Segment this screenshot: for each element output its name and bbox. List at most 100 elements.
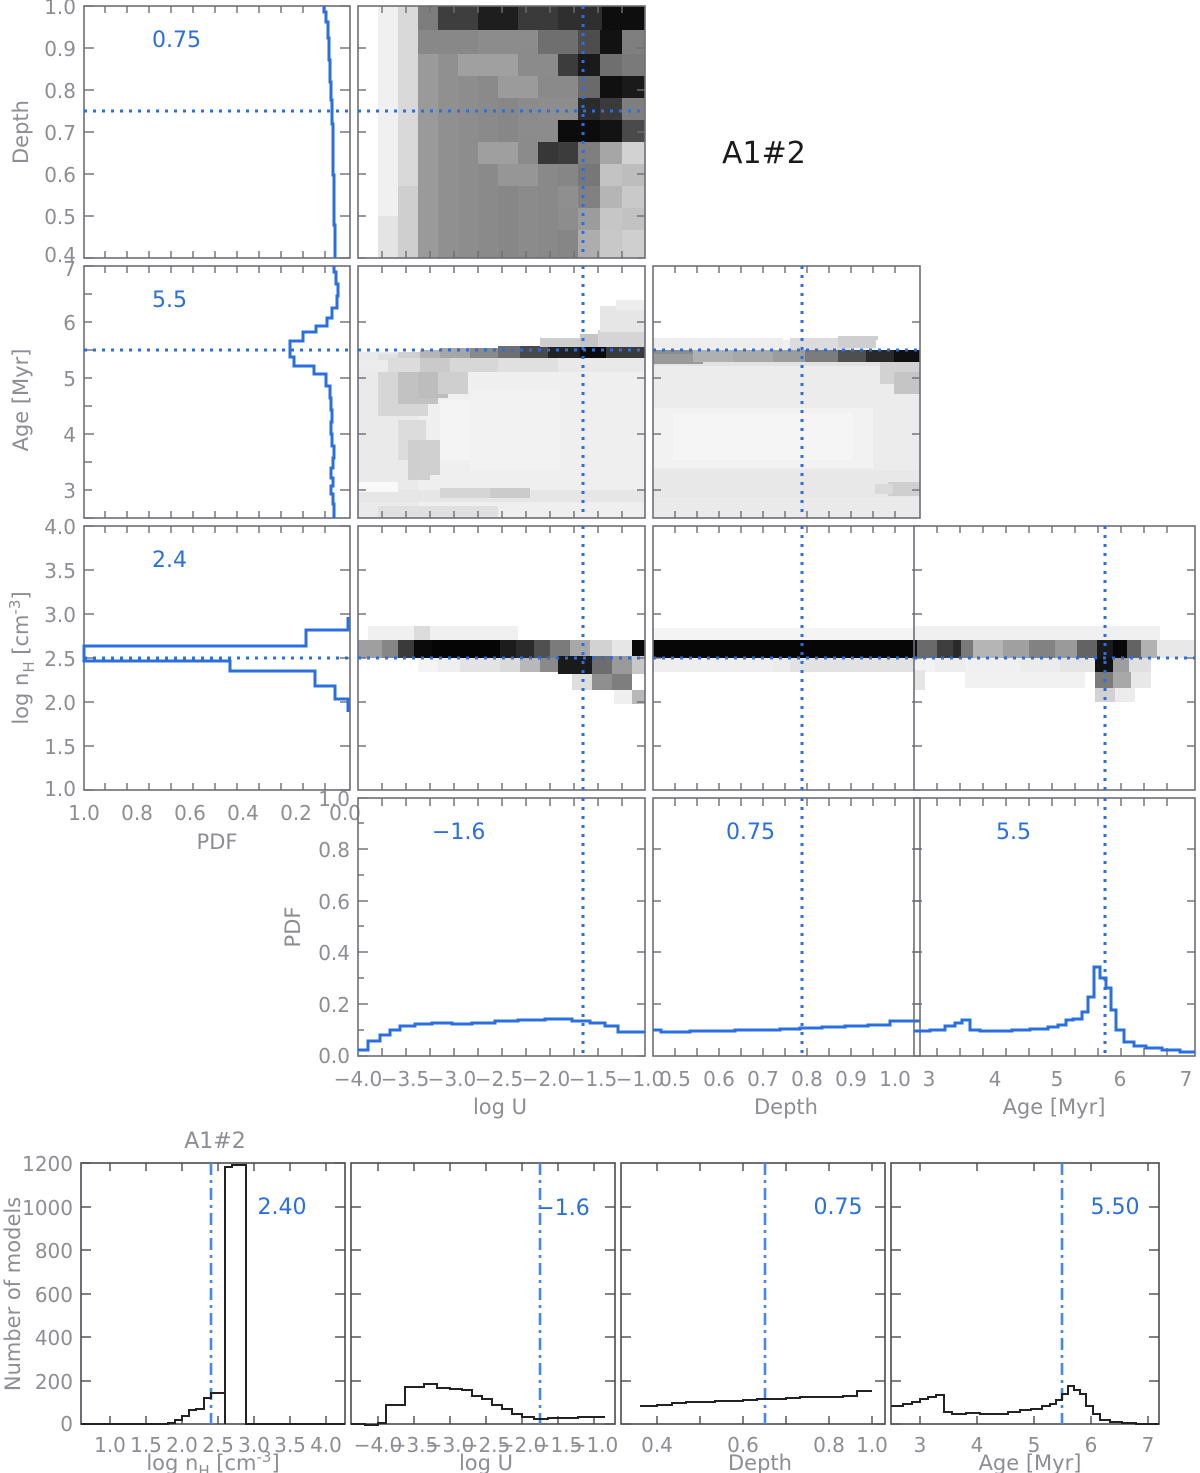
tick-depthh-1p0: 1.0 <box>856 1433 888 1457</box>
tick-logu-m1p0: −1.0 <box>616 1067 665 1091</box>
panel-depth-vs-logu-map <box>357 5 646 259</box>
tick-loguh-m1p5: −1.5 <box>534 1433 583 1457</box>
tick-logn-1p0: 1.0 <box>44 777 76 801</box>
tick-nm-200: 200 <box>35 1370 73 1394</box>
hist-depth <box>640 1390 872 1407</box>
best-fit-logu: −1.6 <box>432 820 485 845</box>
tick-lognh-2p5: 2.5 <box>202 1433 234 1457</box>
tick-pdfrow-0p6: 0.6 <box>318 890 350 914</box>
axis-label-logu-hist: log U <box>459 1451 513 1473</box>
curve-depth-pdf <box>322 6 337 258</box>
axis-label-lognh-hist: log nH [cm-3] <box>146 1448 279 1473</box>
axis-label-depth-row4: Depth <box>754 1095 818 1119</box>
tick-pdf-0p8: 0.8 <box>121 801 153 825</box>
tick-depth4-0p8: 0.8 <box>791 1067 823 1091</box>
tick-nm-600: 600 <box>35 1283 73 1307</box>
tick-age4-6: 6 <box>1114 1067 1127 1091</box>
tick-loguh-m3p5: −3.5 <box>390 1433 439 1457</box>
best-fit-logn: 2.4 <box>152 548 187 573</box>
axis-label-logn-unit: [cm <box>9 615 33 655</box>
hist-logn <box>81 1164 345 1425</box>
tick-lognh-4p0: 4.0 <box>310 1433 342 1457</box>
tick-depth-0p4: 0.4 <box>44 243 76 267</box>
tick-pdf-0p2: 0.2 <box>280 801 312 825</box>
tick-pdfrow-0p2: 0.2 <box>318 993 350 1017</box>
axis-label-age-row4: Age [Myr] <box>1003 1095 1106 1119</box>
curve-logu-pdf <box>358 1017 645 1052</box>
tick-lognh-1p5: 1.5 <box>130 1433 162 1457</box>
tick-nm-0: 0 <box>60 1412 73 1436</box>
tick-nm-400: 400 <box>35 1326 73 1350</box>
tick-age4-5: 5 <box>1051 1067 1064 1091</box>
axis-label-pdf-row3: PDF <box>197 830 238 854</box>
best-fit-logu-hist: −1.6 <box>536 1196 589 1221</box>
tick-depth-0p7: 0.7 <box>44 121 76 145</box>
panel-logn-vs-logu-map <box>357 525 646 791</box>
tick-pdf-0p0: 0.0 <box>329 801 361 825</box>
tick-age4-4: 4 <box>989 1067 1002 1091</box>
tick-pdf-1p0: 1.0 <box>68 801 100 825</box>
curve-age-pdf-row4 <box>914 965 1195 1054</box>
axis-label-age: Age [Myr] <box>9 349 33 452</box>
tick-ageh-3: 3 <box>914 1433 927 1457</box>
tick-logn-3p0: 3.0 <box>44 603 76 627</box>
panel-hist-logu: −1.6 <box>350 1162 616 1426</box>
axis-label-depth-hist: Depth <box>728 1451 792 1473</box>
tick-depthh-0p4: 0.4 <box>641 1433 673 1457</box>
tick-logu-m3p0: −3.0 <box>428 1067 477 1091</box>
curve-age-pdf <box>288 266 340 518</box>
tick-age-5: 5 <box>63 367 76 391</box>
axlab-lognh-sub: H <box>198 1462 209 1473</box>
panel-hist-logn: 1200 1000 800 600 400 200 0 Number of mo… <box>1 1152 346 1436</box>
bottom-title: A1#2 <box>184 1129 245 1154</box>
tick-depth4-0p9: 0.9 <box>835 1067 867 1091</box>
panel-logn-pdf: 4.0 3.5 3.0 2.5 2.0 1.5 1.0 log nH [cm-3… <box>6 515 361 854</box>
tick-age-7: 7 <box>63 257 76 281</box>
axis-label-logn: log nH [cm-3] <box>6 591 38 724</box>
panel-age-vs-logu-map <box>357 265 646 519</box>
curve-depth-pdf-row4 <box>653 1019 920 1034</box>
tick-loguh-m1p0: −1.0 <box>570 1433 619 1457</box>
tick-logn-1p5: 1.5 <box>44 735 76 759</box>
hist-logu <box>351 1383 605 1426</box>
best-fit-depth: 0.75 <box>152 28 201 53</box>
tick-depth4-0p5: 0.5 <box>659 1067 691 1091</box>
heatmap-logn-depth <box>653 526 920 790</box>
tick-pdf-0p4: 0.4 <box>227 801 259 825</box>
panel-depth-pdf: 1.0 0.9 0.8 0.7 0.6 0.5 0.4 Depth 0.75 <box>9 0 351 267</box>
tick-nm-800: 800 <box>35 1239 73 1263</box>
tick-depth-0p8: 0.8 <box>44 79 76 103</box>
tick-depth4-1p0: 1.0 <box>879 1067 911 1091</box>
tick-nm-1000: 1000 <box>22 1196 73 1220</box>
tick-lognh-1p0: 1.0 <box>94 1433 126 1457</box>
tick-ageh-4: 4 <box>971 1433 984 1457</box>
panel-hist-depth: 0.75 <box>620 1162 886 1425</box>
best-fit-depth-hist: 0.75 <box>814 1195 863 1220</box>
tick-pdf-0p6: 0.6 <box>174 801 206 825</box>
tick-logn-4p0: 4.0 <box>44 515 76 539</box>
tick-logu-m3p5: −3.5 <box>381 1067 430 1091</box>
tick-logn-3p5: 3.5 <box>44 559 76 583</box>
tick-ageh-7: 7 <box>1142 1433 1155 1457</box>
tick-depth-1p0: 1.0 <box>44 0 76 19</box>
tick-depth4-0p7: 0.7 <box>747 1067 779 1091</box>
axis-label-nmodels: Number of models <box>1 1197 25 1391</box>
figure-title: A1#2 <box>722 136 806 171</box>
tick-lognh-3p0: 3.0 <box>238 1433 270 1457</box>
tick-depth4-0p6: 0.6 <box>703 1067 735 1091</box>
axlab-lognh-exp: -3 <box>257 1448 272 1466</box>
tick-nm-1200: 1200 <box>22 1152 73 1176</box>
tick-loguh-m2p5: −2.5 <box>462 1433 511 1457</box>
panel-hist-age: 5.50 <box>890 1162 1160 1425</box>
svg-text:log nH [cm-3]: log nH [cm-3] <box>6 591 38 724</box>
axis-label-logn-exp: -3 <box>6 600 24 615</box>
axis-label-depth: Depth <box>9 100 33 164</box>
tick-depthh-0p6: 0.6 <box>727 1433 759 1457</box>
axis-label-logn-main: log n <box>9 673 33 725</box>
tick-depth-0p9: 0.9 <box>44 37 76 61</box>
tick-lognh-3p5: 3.5 <box>274 1433 306 1457</box>
tick-age-3: 3 <box>63 479 76 503</box>
axlab-lognh-main: log n <box>146 1451 198 1473</box>
tick-loguh-m2p0: −2.0 <box>498 1433 547 1457</box>
